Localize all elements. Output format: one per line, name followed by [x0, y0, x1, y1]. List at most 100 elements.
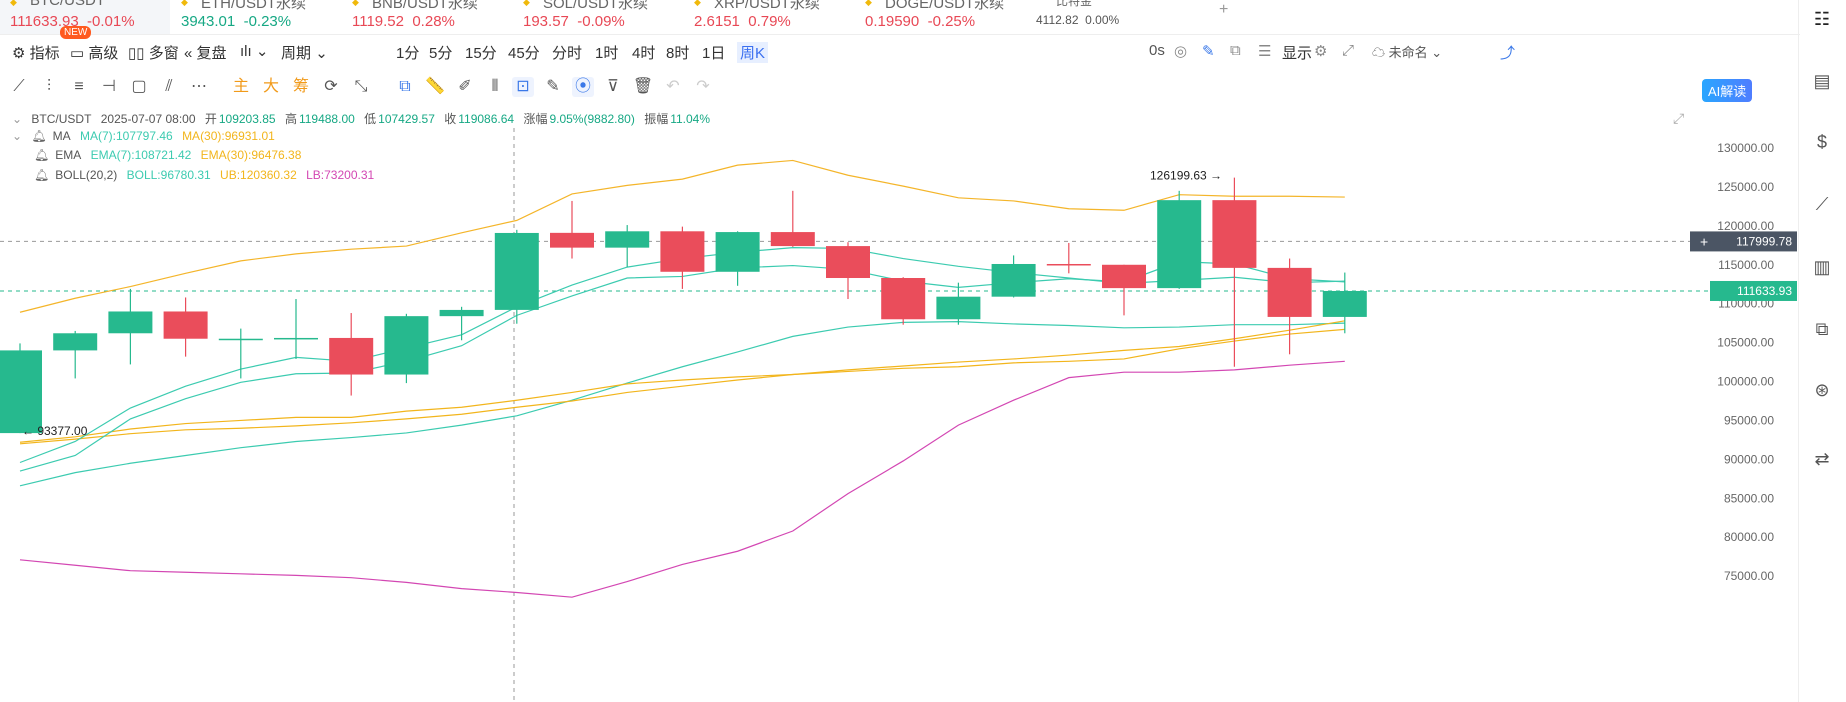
gear-icon[interactable]: ⚙: [1314, 43, 1328, 60]
horizontal-line-icon[interactable]: ⊣: [102, 78, 116, 95]
magnet-icon[interactable]: ⦿: [572, 77, 594, 97]
layout-name: 未命名: [1388, 45, 1428, 60]
robot-icon[interactable]: ⊛: [1814, 380, 1830, 400]
tab-price: 0.19590 -0.25%: [865, 13, 976, 30]
layers-icon[interactable]: ⧉: [1230, 42, 1241, 59]
advanced-button[interactable]: ▭ 高级: [70, 42, 118, 63]
orderbook-icon[interactable]: ▤: [1813, 71, 1831, 91]
crosshair-price-text: 117999.78: [1736, 234, 1792, 248]
settings-list-icon[interactable]: ☰: [1258, 43, 1272, 60]
bars-icon[interactable]: ⫴: [491, 78, 499, 95]
big-order-toggle[interactable]: 大: [262, 78, 279, 95]
chevron-down-icon: ⌄: [255, 43, 269, 60]
share-icon[interactable]: ⤴: [1500, 45, 1516, 62]
symbol-tab[interactable]: ◆ BTC/USDT 111633.93 -0.01% NEW: [0, 0, 170, 39]
bell-icon[interactable]: 🔔︎: [34, 168, 50, 182]
lock-icon[interactable]: ⊡: [512, 77, 534, 97]
layout-select[interactable]: ☁ 未命名 ⌄: [1372, 42, 1442, 61]
drawing-toolbar: ⟋ ⫶ ≡ ⊣ ▢ ⫽ ⋯ 主 大 筹 ⟳ ⤡ ⧉ 📏 ✐ ⫴ ⊡ ✎ ⦿ ⊽ …: [0, 73, 840, 101]
candle-body: [494, 232, 539, 310]
candle-body: [1157, 200, 1202, 289]
boll-value: BOLL:96780.31: [126, 168, 211, 182]
ema30-value: EMA(30):96476.38: [200, 148, 302, 162]
symbol-icon: ◆: [694, 0, 701, 7]
main-chart-toggle[interactable]: 主: [232, 78, 249, 95]
indicators-button[interactable]: ⚙ 指标: [12, 42, 60, 63]
add-tab-button[interactable]: +: [1219, 1, 1229, 18]
measure-icon[interactable]: ⤡: [354, 78, 368, 95]
etf-icon[interactable]: ⧉: [1815, 319, 1829, 339]
interval-option[interactable]: 8时: [666, 45, 690, 62]
y-tick-label: 105000.00: [1717, 336, 1774, 350]
interval-option[interactable]: 1时: [595, 45, 619, 62]
interval-option[interactable]: 15分: [465, 45, 497, 62]
symbol-icon: ◆: [352, 0, 359, 7]
chart-type-button[interactable]: ılı ⌄: [240, 42, 268, 60]
interval-option[interactable]: 4时: [632, 45, 656, 62]
horizontal-ray-icon[interactable]: ⫶: [46, 78, 51, 95]
note-icon[interactable]: ✎: [546, 78, 560, 95]
ma30-line: [19, 320, 1345, 445]
ruler-icon[interactable]: 📏: [425, 78, 445, 95]
filter-icon[interactable]: ⊽: [607, 78, 619, 95]
fullscreen-icon[interactable]: ⤢: [1342, 42, 1355, 59]
tab-symbol: BNB/USDT永续: [372, 0, 478, 12]
depth-chart-icon[interactable]: ⟋: [1815, 194, 1829, 214]
trend-line-icon[interactable]: ⟋: [13, 78, 25, 95]
camera-icon[interactable]: ◎: [1174, 43, 1188, 60]
price-tag-icon[interactable]: $: [1816, 132, 1827, 152]
candle-body: [826, 246, 870, 279]
swap-icon[interactable]: ⇄: [1814, 449, 1830, 469]
symbol-tab[interactable]: ◆ BNB/USDT永续 1119.52 0.28%: [342, 0, 512, 34]
bell-icon[interactable]: 🔔︎: [34, 148, 50, 162]
replay-button[interactable]: « 复盘: [184, 42, 227, 63]
symbol-tab[interactable]: ◆ SOL/USDT永续 193.57 -0.09%: [513, 0, 683, 34]
bell-icon[interactable]: 🔔︎: [31, 129, 47, 143]
candlestick-chart[interactable]: 130000.00 125000.00 120000.00 115000.00 1100…: [0, 0, 1800, 702]
symbol-tab[interactable]: ◆ ETH/USDT永续 3943.01 -0.23%: [171, 0, 341, 34]
candle-body: [329, 337, 374, 375]
redo-icon[interactable]: ↷: [696, 78, 710, 95]
compare-icon[interactable]: ⟳: [324, 78, 338, 95]
tab-symbol: DOGE/USDT永续: [885, 0, 1005, 12]
symbol-icon: ◆: [865, 0, 872, 7]
more-tools-icon[interactable]: ⋯: [191, 78, 207, 95]
rectangle-icon[interactable]: ▢: [131, 78, 147, 95]
symbol-tab[interactable]: ◆ DOGE/USDT永续 0.19590 -0.25%: [855, 0, 1025, 34]
interval-option[interactable]: 45分: [508, 45, 540, 62]
legend-collapse-icon[interactable]: ⌄: [12, 129, 23, 143]
stats-icon[interactable]: ▥: [1813, 257, 1831, 277]
parallel-lines-icon[interactable]: ≡: [74, 78, 84, 95]
y-tick-label: 95000.00: [1724, 413, 1774, 427]
symbol-tab[interactable]: ◆ XRP/USDT永续 2.6151 0.79%: [684, 0, 854, 34]
copy-icon[interactable]: ⧉: [399, 78, 411, 95]
watchlist-icon[interactable]: ☷: [1813, 9, 1831, 29]
interval-option[interactable]: 分时: [552, 45, 583, 62]
undo-icon[interactable]: ↶: [666, 78, 680, 95]
legend-collapse-icon[interactable]: ⌄: [12, 112, 23, 126]
interval-option[interactable]: 5分: [429, 45, 453, 62]
period-button[interactable]: 周期 ⌄: [281, 42, 328, 63]
ema30-line: [19, 328, 1345, 443]
candle-body: [384, 316, 429, 375]
candle-body: [1212, 200, 1257, 268]
replay-label: 复盘: [196, 45, 227, 62]
fib-icon[interactable]: ⫽: [165, 78, 173, 95]
ai-read-button[interactable]: AI解读: [1702, 79, 1753, 102]
crosshair-plus-icon: +: [1700, 233, 1708, 249]
interval-option[interactable]: 周K: [737, 42, 769, 63]
expand-icon[interactable]: ⤢: [1673, 110, 1685, 126]
high-value: 119488.00: [298, 112, 355, 126]
chip-toggle[interactable]: 筹: [292, 78, 309, 95]
interval-option[interactable]: 1日: [702, 45, 726, 62]
display-button[interactable]: 显示: [1282, 45, 1313, 62]
multi-window-button[interactable]: ▯▯ 多窗: [128, 42, 179, 63]
trash-icon[interactable]: 🗑: [632, 78, 654, 95]
candle-body: [1102, 264, 1146, 289]
candle-body: [991, 263, 1036, 297]
pen-icon[interactable]: ✎: [1202, 43, 1215, 60]
interval-option[interactable]: 1分: [396, 45, 420, 62]
eraser-icon[interactable]: ✐: [458, 78, 472, 95]
legend-symbol: BTC/USDT: [31, 112, 92, 126]
